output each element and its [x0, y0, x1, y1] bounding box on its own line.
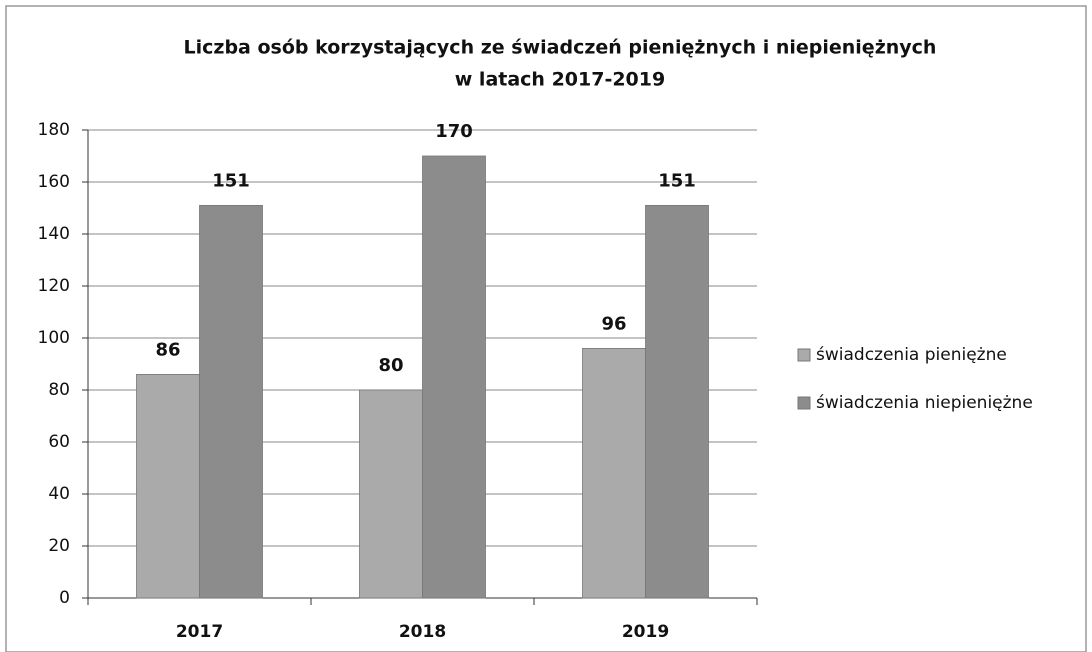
y-tick-label: 80	[48, 380, 70, 400]
bar	[422, 155, 486, 599]
y-tick-label: 0	[59, 588, 70, 608]
y-tick-label: 120	[38, 276, 70, 296]
data-label: 80	[378, 355, 403, 376]
y-tick-label: 20	[48, 536, 70, 556]
legend-label: świadczenia pieniężne	[816, 345, 1007, 365]
y-tick-label: 160	[38, 172, 70, 192]
bar	[199, 204, 263, 599]
bar	[136, 373, 200, 599]
data-label: 96	[601, 313, 626, 334]
y-tick-label: 60	[48, 432, 70, 452]
data-label: 86	[155, 339, 180, 360]
legend-swatch	[797, 396, 811, 410]
x-tick-label: 2018	[399, 622, 446, 642]
bar	[359, 389, 423, 599]
chart-title: Liczba osób korzystających ze świadczeń …	[184, 37, 937, 59]
x-tick-label: 2019	[622, 622, 669, 642]
data-label: 170	[435, 121, 473, 142]
y-tick-label: 180	[38, 120, 70, 140]
legend-label: świadczenia niepieniężne	[816, 393, 1033, 413]
y-tick-label: 40	[48, 484, 70, 504]
y-tick-label: 140	[38, 224, 70, 244]
chart-title: w latach 2017-2019	[455, 69, 665, 91]
y-tick-label: 100	[38, 328, 70, 348]
bar	[582, 347, 646, 599]
data-label: 151	[212, 170, 250, 191]
bar	[645, 204, 709, 599]
data-label: 151	[658, 170, 696, 191]
frame	[5, 5, 1087, 652]
legend-swatch	[797, 348, 811, 362]
x-tick-label: 2017	[176, 622, 223, 642]
